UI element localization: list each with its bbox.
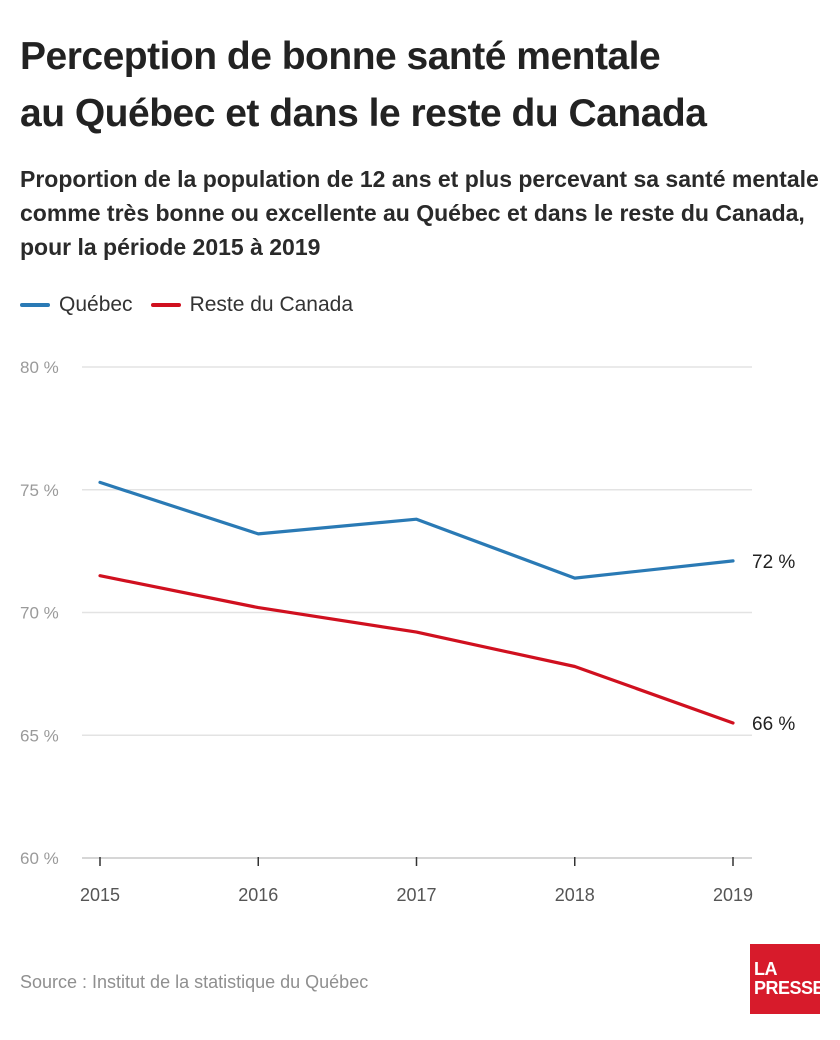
chart-title: Perception de bonne santé mentale au Qué… xyxy=(20,28,820,142)
series-line-reste-du-canada xyxy=(98,574,735,725)
y-tick-label-60: 60 % xyxy=(20,849,59,868)
y-tick-label-70: 70 % xyxy=(20,604,59,623)
legend-item-reste-du-canada: Reste du Canada xyxy=(150,293,354,317)
y-tick-label-80: 80 % xyxy=(20,358,59,377)
x-tick-label-2015: 2015 xyxy=(80,885,120,905)
x-tick-label-2018: 2018 xyxy=(555,885,595,905)
x-tick-label-2017: 2017 xyxy=(396,885,436,905)
y-tick-label-65: 65 % xyxy=(20,726,59,745)
end-label-reste-du-canada: 66 % xyxy=(752,714,795,735)
legend-swatch-quebec xyxy=(20,303,50,307)
series-line-quebec xyxy=(98,480,735,580)
end-label-quebec: 72 % xyxy=(752,552,795,573)
title-line-2: au Québec et dans le reste du Canada xyxy=(20,92,707,135)
logo-line-2: PRESSE xyxy=(754,978,825,998)
la-presse-logo: LA PRESSE xyxy=(750,944,825,1014)
legend-label-reste-du-canada: Reste du Canada xyxy=(189,293,354,316)
x-tick-label-2016: 2016 xyxy=(238,885,278,905)
chart-subtitle: Proportion de la population de 12 ans et… xyxy=(20,166,819,260)
chart-legend: Québec Reste du Canada xyxy=(20,290,371,320)
source-note: Source : Institut de la statistique du Q… xyxy=(20,972,369,992)
line-chart: 60 % 65 % 70 % 75 % 80 % 2015 2016 2017 2018 2019… xyxy=(20,358,795,905)
y-tick-label-75: 75 % xyxy=(20,481,59,500)
logo-line-1: LA xyxy=(754,959,778,979)
legend-swatch-reste-du-canada xyxy=(150,303,181,307)
legend-label-quebec: Québec xyxy=(59,293,133,316)
x-tick-label-2019: 2019 xyxy=(713,885,753,905)
title-line-1: Perception de bonne santé mentale xyxy=(20,35,661,78)
legend-item-quebec: Québec xyxy=(20,293,133,317)
